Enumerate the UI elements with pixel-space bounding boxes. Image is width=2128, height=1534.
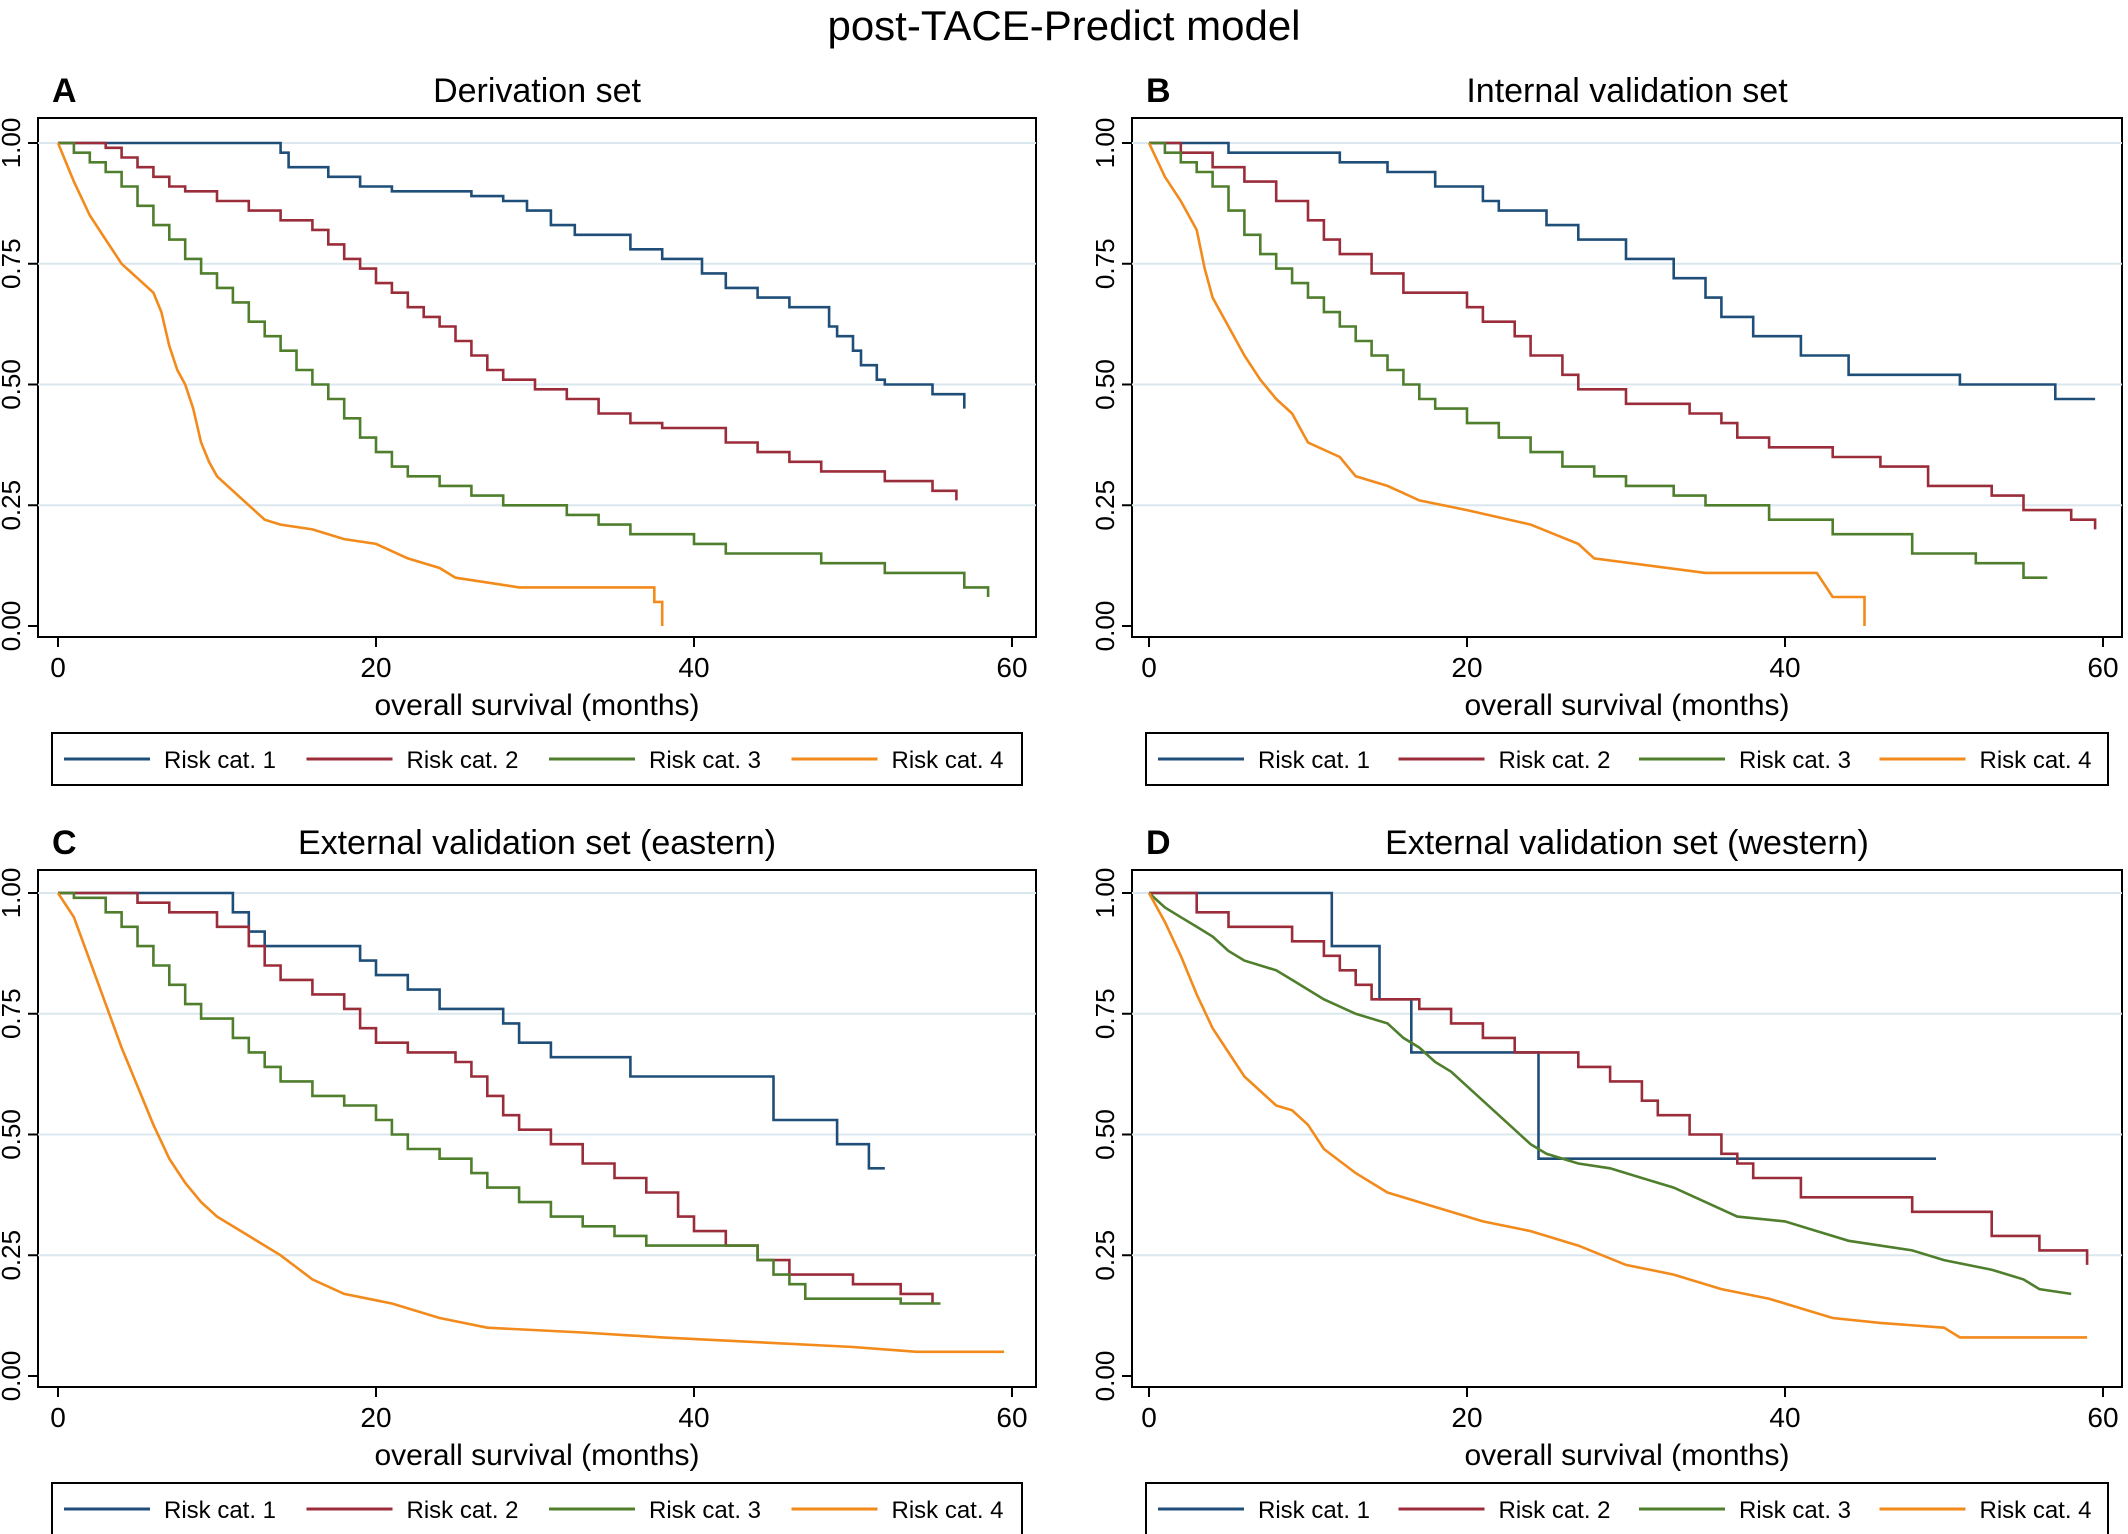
x-tick-label: 60	[2087, 652, 2118, 683]
x-tick-label: 0	[50, 1402, 66, 1433]
plot-area	[37, 117, 1037, 638]
legend-label: Risk cat. 2	[1499, 1497, 1611, 1524]
panel-b: 0.00 0.25 0.50 0.75 1.00 0 20 40 60 overall survi…	[1090, 72, 2123, 786]
y-tick-label: 0.00	[0, 601, 26, 652]
plot-area	[1131, 869, 2123, 1388]
series-line	[56, 892, 1005, 1354]
x-tick-label: 20	[1451, 652, 1482, 683]
series-line	[1149, 141, 2096, 401]
series-line	[1149, 141, 2097, 530]
x-tick-label: 40	[1769, 1402, 1800, 1433]
legend-label: Risk cat. 1	[1258, 1497, 1370, 1524]
y-tick-label: 0.75	[1090, 238, 1120, 289]
x-tick-label: 40	[678, 1402, 709, 1433]
y-tick-label: 0.25	[1090, 480, 1120, 531]
x-tick-label: 60	[2087, 1402, 2118, 1433]
y-tick-label: 0.75	[0, 238, 26, 289]
y-tick-label: 0.25	[0, 1230, 26, 1281]
legend-label: Risk cat. 3	[649, 747, 761, 774]
x-tick-label: 40	[1769, 652, 1800, 683]
panels: 0.00 0.25 0.50 0.75 1.00 0 20 40 60 overall survi…	[0, 72, 2123, 1534]
panel-letter: B	[1146, 72, 1171, 110]
legend-label: Risk cat. 2	[1499, 747, 1611, 774]
x-tick-label: 0	[1141, 652, 1157, 683]
legend-label: Risk cat. 1	[1258, 747, 1370, 774]
series-line	[58, 891, 941, 1305]
series-line	[58, 891, 885, 1170]
legend-label: Risk cat. 2	[407, 1497, 519, 1524]
y-tick-label: 1.00	[1090, 118, 1120, 169]
y-tick-label: 0.00	[0, 1351, 26, 1402]
panel-letter: C	[52, 824, 77, 862]
panel-title: External validation set (western)	[1385, 824, 1869, 862]
panel-title: Internal validation set	[1466, 72, 1788, 110]
x-axis-label: overall survival (months)	[1464, 689, 1789, 722]
panel-c: 0.00 0.25 0.50 0.75 1.00 0 20 40 60 overall survi…	[0, 824, 1037, 1534]
x-tick-label: 20	[360, 652, 391, 683]
legend-label: Risk cat. 4	[1980, 747, 2092, 774]
plot-area	[1131, 117, 2123, 638]
y-tick-label: 0.50	[0, 1109, 26, 1160]
y-tick-label: 1.00	[1090, 868, 1120, 919]
x-tick-label: 20	[1451, 1402, 1482, 1433]
y-tick-label: 0.00	[1090, 601, 1120, 652]
x-tick-label: 60	[996, 1402, 1027, 1433]
x-tick-label: 0	[50, 652, 66, 683]
y-tick-label: 0.50	[1090, 359, 1120, 410]
series-line	[1149, 891, 2089, 1265]
y-tick-label: 0.75	[1090, 988, 1120, 1039]
x-tick-label: 40	[678, 652, 709, 683]
x-tick-label: 0	[1141, 1402, 1157, 1433]
legend-label: Risk cat. 3	[1739, 747, 1851, 774]
x-axis-label: overall survival (months)	[374, 1439, 699, 1472]
series-line	[1148, 892, 2072, 1296]
series-line	[1147, 142, 1866, 626]
legend-label: Risk cat. 4	[1980, 1497, 2092, 1524]
legend-label: Risk cat. 1	[164, 1497, 276, 1524]
panel-letter: D	[1146, 824, 1171, 862]
x-tick-label: 20	[360, 1402, 391, 1433]
y-tick-label: 1.00	[0, 118, 26, 169]
series-line	[1147, 892, 2088, 1339]
series-line	[58, 141, 966, 409]
x-axis-label: overall survival (months)	[1464, 1439, 1789, 1472]
legend-label: Risk cat. 3	[649, 1497, 761, 1524]
panel-title: External validation set (eastern)	[298, 824, 776, 862]
series-line	[1149, 141, 2048, 579]
panel-letter: A	[52, 72, 77, 110]
y-tick-label: 0.25	[1090, 1230, 1120, 1281]
legend-label: Risk cat. 4	[892, 1497, 1004, 1524]
legend-label: Risk cat. 2	[407, 747, 519, 774]
figure-title: post-TACE-Predict model	[827, 2, 1300, 49]
x-tick-label: 60	[996, 652, 1027, 683]
series-line	[56, 142, 664, 626]
x-axis-label: overall survival (months)	[374, 689, 699, 722]
panel-a: 0.00 0.25 0.50 0.75 1.00 0 20 40 60 overall survi…	[0, 72, 1037, 786]
y-tick-label: 0.50	[1090, 1109, 1120, 1160]
legend-label: Risk cat. 1	[164, 747, 276, 774]
y-tick-label: 0.00	[1090, 1351, 1120, 1402]
y-tick-label: 0.75	[0, 988, 26, 1039]
series-line	[58, 141, 990, 597]
legend-label: Risk cat. 3	[1739, 1497, 1851, 1524]
y-tick-label: 1.00	[0, 868, 26, 919]
panel-title: Derivation set	[433, 72, 641, 110]
y-tick-label: 0.50	[0, 359, 26, 410]
series-line	[58, 141, 958, 501]
legend-label: Risk cat. 4	[892, 747, 1004, 774]
y-tick-label: 0.25	[0, 480, 26, 531]
panel-d: 0.00 0.25 0.50 0.75 1.00 0 20 40 60 overall survi…	[1090, 824, 2123, 1534]
